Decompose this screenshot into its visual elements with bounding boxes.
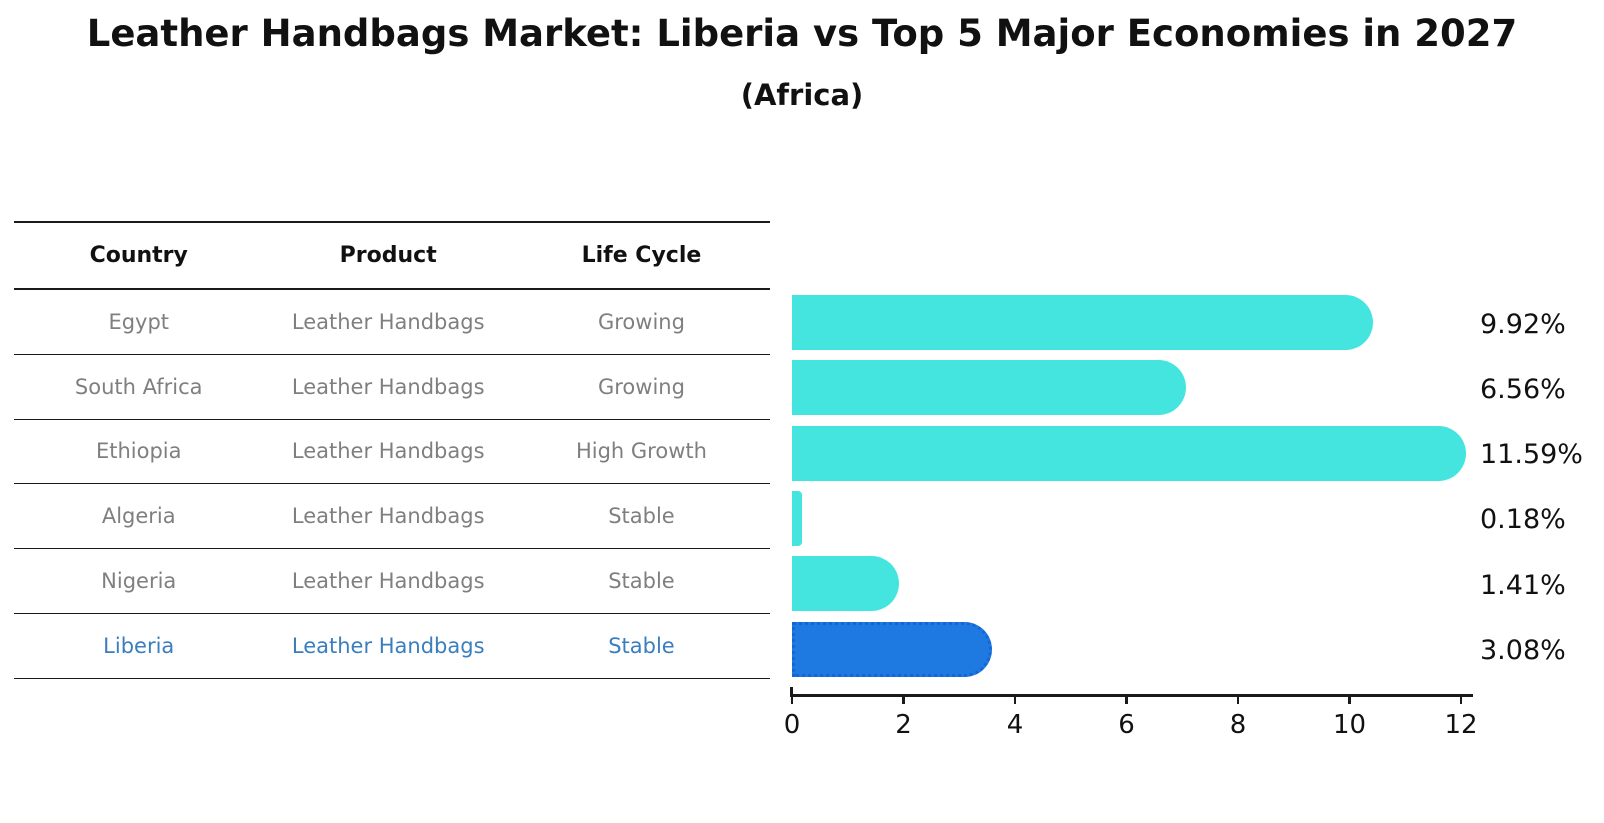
x-tick-label-10: 10 [1332,710,1367,740]
x-tick-label-6: 6 [1118,710,1135,740]
cell-country: Algeria [101,504,176,529]
table-row-nigeria: Nigeria Leather Handbags Stable [14,549,770,614]
table-header-row: Country Product Life Cycle [14,223,770,290]
x-tick-label-8: 8 [1229,710,1247,740]
cell-life-cycle: Growing [597,374,685,399]
bar-value-label-liberia: 3.08% [1480,635,1566,666]
cell-product: Leather Handbags [291,439,485,464]
x-tick-label-0: 0 [783,710,801,740]
table-header-life-cycle: Life Cycle [581,243,702,268]
bar-algeria [792,490,803,546]
x-tick-4 [1013,696,1017,704]
cell-product: Leather Handbags [291,569,485,594]
x-tick-8 [1236,696,1240,704]
x-tick-label-4: 4 [1006,710,1024,740]
cell-country: Liberia [103,633,175,658]
table-body: Egypt Leather Handbags Growing South Africa… [14,290,770,679]
x-tick-label-2: 2 [895,710,912,740]
x-tick-label-12: 12 [1444,710,1478,740]
cell-life-cycle: Stable [608,504,675,529]
x-axis-left-stub [790,687,793,695]
chart-subtitle: (Africa) [740,78,864,112]
bar-south-africa [792,360,1186,416]
table-row-ethiopia: Ethiopia Leather Handbags High Growth [14,420,770,485]
cell-life-cycle: Stable [608,633,675,658]
table-row-liberia: Liberia Leather Handbags Stable [14,614,770,679]
cell-life-cycle: High Growth [575,439,707,464]
cell-product: Leather Handbags [291,374,485,399]
table-row-south-africa: South Africa Leather Handbags Growing [14,355,770,420]
bar-value-label-egypt: 9.92% [1480,308,1566,340]
table-row-algeria: Algeria Leather Handbags Stable [14,484,770,550]
cell-country: Ethiopia [95,439,182,464]
cell-country: Egypt [108,309,170,334]
bar-egypt [792,295,1374,350]
x-tick-2 [902,696,905,704]
bar-value-label-nigeria: 1.41% [1480,569,1566,601]
cell-life-cycle: Stable [608,569,675,594]
x-tick-0 [790,696,794,704]
cell-product: Leather Handbags [291,504,485,529]
bar-liberia [792,621,992,677]
bar-value-label-south-africa: 6.56% [1480,373,1566,405]
table-row-egypt: Egypt Leather Handbags Growing [14,290,770,355]
bar-value-label-ethiopia: 11.59% [1480,439,1583,471]
x-tick-12 [1459,696,1463,704]
x-tick-6 [1125,696,1128,704]
bar-nigeria [792,556,899,612]
table-header-product: Product [339,243,437,268]
cell-product: Leather Handbags [291,633,485,658]
chart-title: Leather Handbags Market: Liberia vs Top … [86,12,1518,55]
bar-ethiopia [792,425,1467,481]
cell-country: South Africa [74,374,203,399]
comparison-table: Country Product Life Cycle Egypt Leather … [14,221,770,679]
x-tick-10 [1348,696,1351,704]
x-axis-line [790,694,1473,697]
cell-product: Leather Handbags [291,309,485,334]
bar-value-label-algeria: 0.18% [1480,504,1566,536]
cell-country: Nigeria [101,569,177,594]
table-header-country: Country [89,243,188,268]
cell-life-cycle: Growing [597,309,685,334]
